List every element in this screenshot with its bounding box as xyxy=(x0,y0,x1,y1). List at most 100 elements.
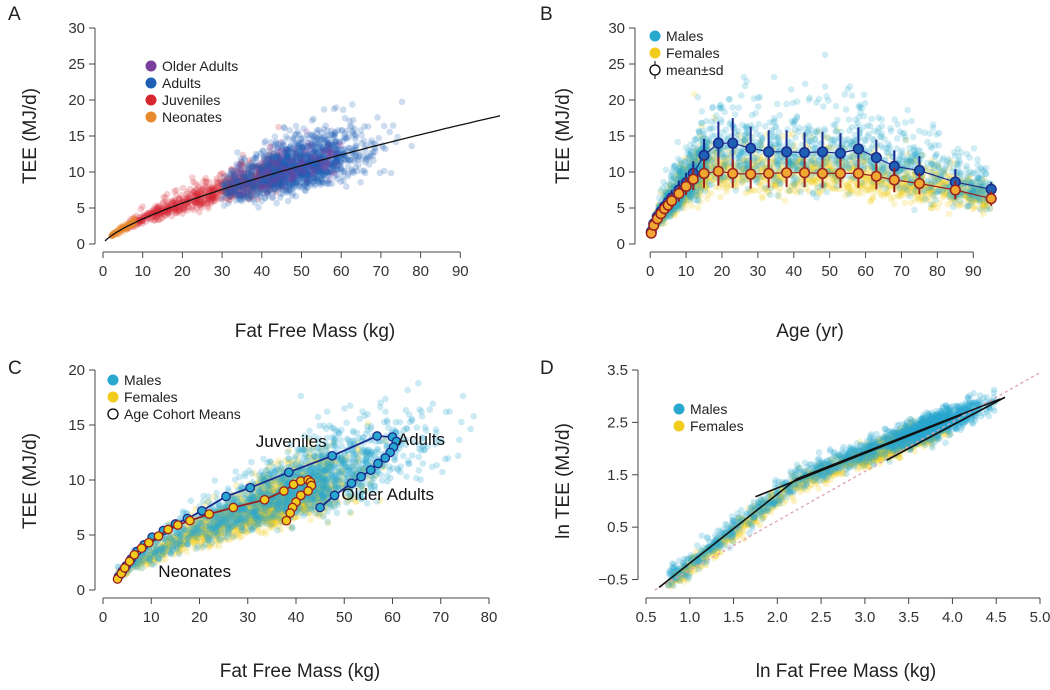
panel-b-point-males xyxy=(729,104,736,111)
panel-a-point-juveniles xyxy=(171,205,178,213)
panel-a-point-juveniles xyxy=(228,166,236,174)
panel-b-point-males xyxy=(911,206,918,214)
panel-a-point-older-adults xyxy=(274,158,282,166)
panel-b-point-males xyxy=(792,134,799,141)
panel-a-point-juveniles xyxy=(255,165,262,172)
panel-b-point-males xyxy=(868,115,875,123)
panel-a-point-juveniles xyxy=(195,184,203,191)
panel-a-point-juveniles xyxy=(176,206,183,213)
panel-a-point-juveniles xyxy=(246,156,253,164)
panel-a-point-juveniles xyxy=(172,209,180,217)
panel-a-point-adults xyxy=(398,98,406,106)
panel-b-point-females xyxy=(944,201,951,208)
panel-a-point-older-adults xyxy=(322,165,330,172)
panel-a-point-older-adults xyxy=(300,169,307,176)
panel-a-point-juveniles xyxy=(249,181,257,189)
panel-a-point-adults xyxy=(320,106,328,113)
panel-a-point-juveniles xyxy=(271,178,279,185)
panel-a-point-juveniles xyxy=(267,155,275,163)
panel-a-point-juveniles xyxy=(277,156,285,164)
panel-a-point-older-adults xyxy=(303,177,311,184)
panel-a-point-juveniles xyxy=(233,192,240,199)
panel-a-point-older-adults xyxy=(291,145,298,153)
panel-a-point-juveniles xyxy=(226,180,234,187)
panel-a-point-juveniles xyxy=(260,186,268,194)
panel-a-point-juveniles xyxy=(210,192,217,200)
panel-a-point-juveniles xyxy=(249,181,257,189)
panel-a-point-juveniles xyxy=(271,160,278,168)
panel-a-point-juveniles xyxy=(234,184,241,191)
panel-a-point-juveniles xyxy=(237,184,245,192)
panel-a-point-juveniles xyxy=(244,184,251,191)
panel-a-point-juveniles xyxy=(217,177,224,184)
panel-a-point-juveniles xyxy=(238,176,246,183)
panel-a-point-juveniles xyxy=(260,168,268,175)
panel-a-point-adults xyxy=(387,169,395,177)
panel-a-point-juveniles xyxy=(211,193,219,200)
panel-a-point-juveniles xyxy=(195,182,202,189)
panel-a-point-juveniles xyxy=(207,200,215,207)
panel-a-point-juveniles xyxy=(264,163,272,170)
panel-a-point-juveniles xyxy=(192,180,199,187)
panel-b-point-females xyxy=(717,193,724,201)
panel-a-point-juveniles xyxy=(242,174,249,182)
panel-a-point-juveniles xyxy=(130,215,138,223)
panel-a-point-juveniles xyxy=(249,183,257,191)
panel-a-point-juveniles xyxy=(250,180,258,188)
panel-a-point-juveniles xyxy=(205,195,213,203)
panel-a-point-juveniles xyxy=(276,183,283,191)
panel-a-point-juveniles xyxy=(269,150,277,158)
panel-a-y-tick-label: 15 xyxy=(68,128,85,145)
panel-a-point-juveniles xyxy=(237,183,244,190)
panel-a-point-juveniles xyxy=(130,223,137,231)
panel-a-point-juveniles xyxy=(213,180,221,187)
panel-a-point-juveniles xyxy=(169,197,176,205)
panel-a-point-juveniles xyxy=(272,180,280,188)
panel-b-point-males xyxy=(832,127,839,135)
panel-a-point-adults xyxy=(322,132,329,140)
panel-a-point-adults xyxy=(251,199,259,206)
panel-a-point-juveniles xyxy=(258,166,266,174)
panel-a-point-juveniles xyxy=(255,170,263,178)
panel-a-x-tick-label: 80 xyxy=(412,263,429,280)
panel-a-point-juveniles xyxy=(214,194,222,202)
panel-a-point-juveniles xyxy=(206,195,213,203)
panel-a-point-older-adults xyxy=(250,188,257,195)
panel-a-point-older-adults xyxy=(280,174,288,181)
panel-a-point-juveniles xyxy=(269,155,276,162)
panel-a-point-juveniles xyxy=(268,182,275,190)
panel-a-point-juveniles xyxy=(192,187,200,194)
panel-a-point-older-adults xyxy=(274,164,281,171)
panel-a-point-juveniles xyxy=(179,204,187,212)
panel-a-point-juveniles xyxy=(223,174,231,182)
panel-a-point-juveniles xyxy=(270,177,278,184)
panel-a-x-tick-label: 20 xyxy=(174,263,191,280)
panel-b-point-females xyxy=(939,193,946,201)
panel-a-point-juveniles xyxy=(248,164,256,172)
panel-a-point-juveniles xyxy=(198,199,206,206)
panel-a-point-juveniles xyxy=(263,178,271,185)
panel-a-point-juveniles xyxy=(133,212,140,220)
panel-a-point-juveniles xyxy=(236,191,244,199)
panel-a-point-older-adults xyxy=(278,153,286,160)
panel-a-point-juveniles xyxy=(222,177,229,184)
panel-a-point-juveniles xyxy=(252,162,259,169)
panel-a-point-juveniles xyxy=(160,199,167,207)
panel-a-point-juveniles xyxy=(232,189,239,197)
panel-a-point-juveniles xyxy=(225,196,233,204)
panel-a-point-adults xyxy=(302,187,309,195)
panel-a-point-juveniles xyxy=(239,187,247,195)
panel-a-point-adults xyxy=(349,101,356,108)
panel-a-point-juveniles xyxy=(161,212,168,219)
panel-a-point-juveniles xyxy=(213,193,220,201)
panel-a-point-juveniles xyxy=(275,123,282,131)
panel-a-point-juveniles xyxy=(259,160,267,167)
panel-a-point-juveniles xyxy=(217,170,225,177)
panel-a-point-adults xyxy=(313,126,321,134)
panel-a-point-adults xyxy=(262,137,269,145)
panel-a-point-adults xyxy=(273,199,280,207)
panel-a-point-juveniles xyxy=(257,181,264,188)
panel-a-point-juveniles xyxy=(234,178,241,185)
panel-a-point-juveniles xyxy=(188,190,195,198)
panel-a-y-tick-label: 0 xyxy=(77,236,85,253)
